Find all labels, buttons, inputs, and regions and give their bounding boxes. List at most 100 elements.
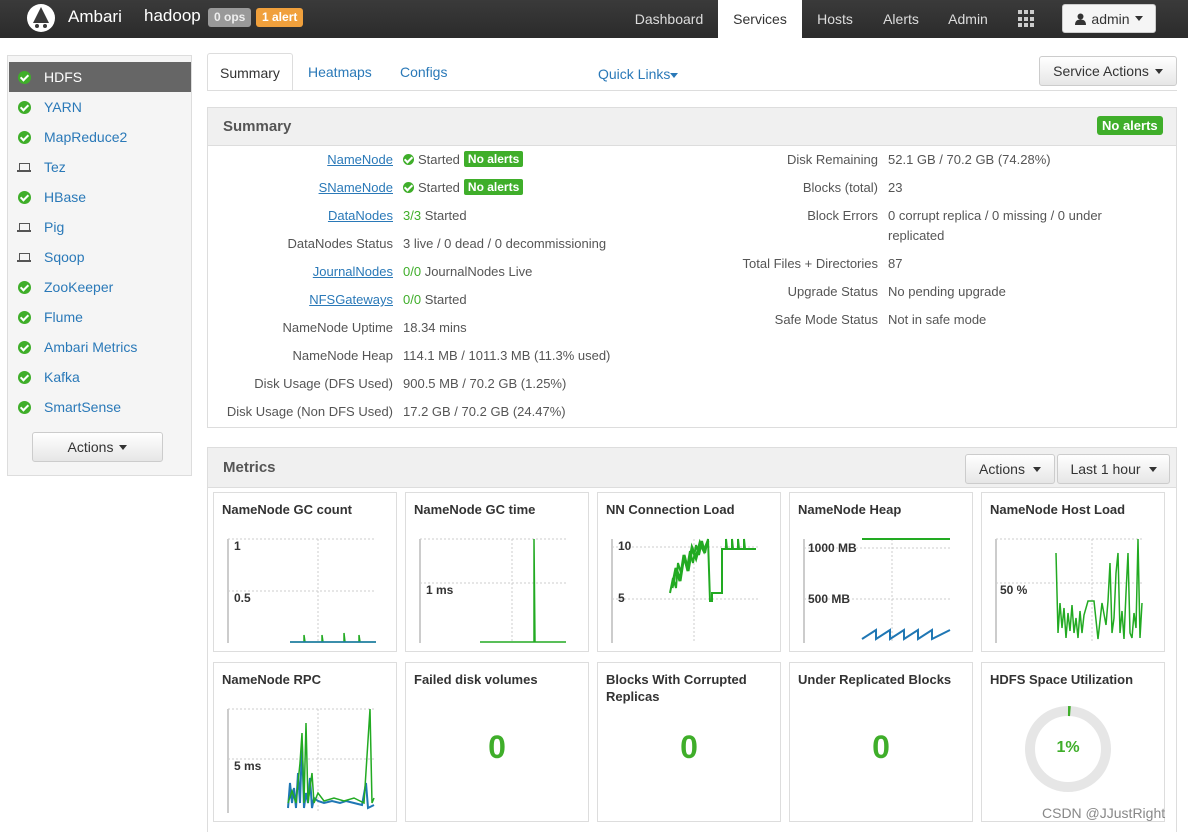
user-menu-button[interactable]: admin (1062, 4, 1156, 33)
nav-hosts[interactable]: Hosts (817, 11, 853, 27)
check-circle-icon (18, 190, 31, 204)
metrics-actions-label: Actions (979, 461, 1025, 477)
user-icon (1075, 13, 1087, 25)
sidebar-item-ambari-metrics[interactable]: Ambari Metrics (9, 332, 191, 362)
upgrade-status-label: Upgrade Status (787, 284, 878, 299)
ambari-logo-icon[interactable] (26, 3, 56, 33)
sidebar-item-flume[interactable]: Flume (9, 302, 191, 332)
check-circle-icon (18, 340, 31, 354)
axis-label: 0.5 (234, 591, 251, 605)
metrics-panel-header: Metrics Actions Last 1 hour (208, 448, 1176, 488)
check-circle-icon (18, 370, 31, 384)
namenode-link[interactable]: NameNode (327, 152, 393, 167)
metric-card-corrupted-replicas[interactable]: Blocks With Corrupted Replicas 0 (597, 662, 781, 822)
status-badge[interactable]: No alerts (1097, 116, 1163, 135)
sidebar-item-sqoop[interactable]: Sqoop (9, 242, 191, 272)
summary-row-snamenode: SNameNode Started No alerts (208, 178, 728, 198)
metric-card-failed-disk-volumes[interactable]: Failed disk volumes 0 (405, 662, 589, 822)
sidebar-item-hbase[interactable]: HBase (9, 182, 191, 212)
gc-time-chart (419, 538, 568, 643)
sidebar-item-smartsense[interactable]: SmartSense (9, 392, 191, 422)
sidebar-actions-button[interactable]: Actions (32, 432, 163, 462)
metrics-actions-button[interactable]: Actions (965, 454, 1055, 484)
datanodes-text: Started (421, 208, 467, 223)
safe-mode-value: Not in safe mode (888, 312, 987, 327)
dfs-used-value: 900.5 MB / 70.2 GB (1.25%) (403, 376, 567, 391)
nav-alerts[interactable]: Alerts (883, 11, 919, 27)
status-badge[interactable]: No alerts (463, 179, 524, 195)
sidebar-item-label: YARN (44, 99, 82, 115)
top-navbar: Ambari hadoop 0 ops 1 alert Dashboard Se… (0, 0, 1188, 38)
summary-panel-header: Summary No alerts (208, 108, 1176, 146)
tab-summary[interactable]: Summary (207, 53, 293, 91)
sidebar-item-yarn[interactable]: YARN (9, 92, 191, 122)
card-title: NameNode RPC (222, 672, 321, 687)
heap-chart (803, 538, 952, 643)
block-errors-value-cont: replicated (888, 228, 945, 243)
brand-name[interactable]: Ambari (68, 7, 122, 26)
axis-label: 500 MB (808, 592, 851, 606)
sidebar-item-zookeeper[interactable]: ZooKeeper (9, 272, 191, 302)
cluster-name[interactable]: hadoop (144, 6, 201, 25)
heap-label: NameNode Heap (292, 348, 393, 363)
service-actions-button[interactable]: Service Actions (1039, 56, 1177, 86)
snamenode-status: Started No alerts (403, 178, 524, 198)
metric-card-space-utilization[interactable]: HDFS Space Utilization 1% (981, 662, 1165, 822)
quick-links-dropdown[interactable]: Quick Links (598, 66, 679, 82)
nav-services[interactable]: Services (718, 0, 802, 38)
metric-card-host-load[interactable]: NameNode Host Load 50 % (981, 492, 1165, 652)
sidebar-item-label: SmartSense (44, 399, 122, 415)
sidebar-item-mapreduce2[interactable]: MapReduce2 (9, 122, 191, 152)
blocks-total-value: 23 (888, 180, 903, 195)
sidebar-item-label: Flume (44, 309, 83, 325)
nav-dashboard[interactable]: Dashboard (634, 11, 704, 27)
nfsgateways-link[interactable]: NFSGateways (309, 292, 393, 307)
namenode-status: Started No alerts (403, 150, 524, 170)
status-text: Started (418, 152, 460, 167)
check-circle-icon (18, 130, 31, 144)
user-name: admin (1091, 10, 1130, 27)
sidebar-item-label: HBase (44, 189, 87, 205)
tab-configs[interactable]: Configs (400, 64, 448, 80)
summary-row-journalnodes: JournalNodes 0/0 JournalNodes Live (208, 262, 728, 282)
summary-row-uptime: NameNode Uptime 18.34 mins (208, 318, 728, 338)
metric-card-namenode-heap[interactable]: NameNode Heap 1000 MB 500 MB (789, 492, 973, 652)
card-title: Under Replicated Blocks (798, 672, 952, 687)
summary-row-blocks-total: Blocks (total) 23 (688, 178, 1176, 198)
check-circle-icon (18, 280, 31, 294)
journalnodes-link[interactable]: JournalNodes (312, 264, 393, 279)
chevron-down-icon (1032, 466, 1041, 472)
metrics-title: Metrics (223, 459, 276, 476)
summary-row-total-files: Total Files + Directories 87 (688, 254, 1176, 274)
sidebar-item-kafka[interactable]: Kafka (9, 362, 191, 392)
datanodes-status-value: 3 live / 0 dead / 0 decommissioning (403, 236, 607, 251)
time-range-dropdown[interactable]: Last 1 hour (1057, 454, 1170, 484)
ops-badge[interactable]: 0 ops (208, 8, 252, 27)
metric-card-namenode-rpc[interactable]: NameNode RPC 5 ms (213, 662, 397, 822)
chevron-down-icon (1148, 466, 1157, 472)
card-title: NameNode GC count (222, 502, 353, 517)
views-grid-icon[interactable] (1018, 10, 1036, 28)
axis-label: 1 ms (426, 583, 454, 597)
metric-card-under-replicated[interactable]: Under Replicated Blocks 0 (789, 662, 973, 822)
laptop-icon (17, 251, 31, 264)
tab-heatmaps[interactable]: Heatmaps (308, 64, 372, 80)
sidebar-item-tez[interactable]: Tez (9, 152, 191, 182)
metric-card-nn-connection-load[interactable]: NN Connection Load 10 5 (597, 492, 781, 652)
disk-remaining-value: 52.1 GB / 70.2 GB (74.28%) (888, 152, 1051, 167)
chevron-down-icon (1154, 68, 1163, 74)
sidebar-item-pig[interactable]: Pig (9, 212, 191, 242)
status-badge[interactable]: No alerts (463, 151, 524, 167)
watermark-text: CSDN @JJustRight (1042, 805, 1166, 821)
datanodes-link[interactable]: DataNodes (327, 208, 393, 223)
metric-card-gc-time[interactable]: NameNode GC time 1 ms (405, 492, 589, 652)
alert-badge[interactable]: 1 alert (256, 8, 304, 27)
metric-card-gc-count[interactable]: NameNode GC count 1 0.5 (213, 492, 397, 652)
nav-admin[interactable]: Admin (948, 11, 988, 27)
card-title: Blocks With Corrupted Replicas (606, 672, 747, 704)
space-utilization-gauge (1025, 706, 1111, 792)
axis-label: 5 ms (234, 759, 262, 773)
nfsgateways-text: Started (421, 292, 467, 307)
snamenode-link[interactable]: SNameNode (318, 180, 393, 195)
sidebar-item-hdfs[interactable]: HDFS (9, 62, 191, 92)
